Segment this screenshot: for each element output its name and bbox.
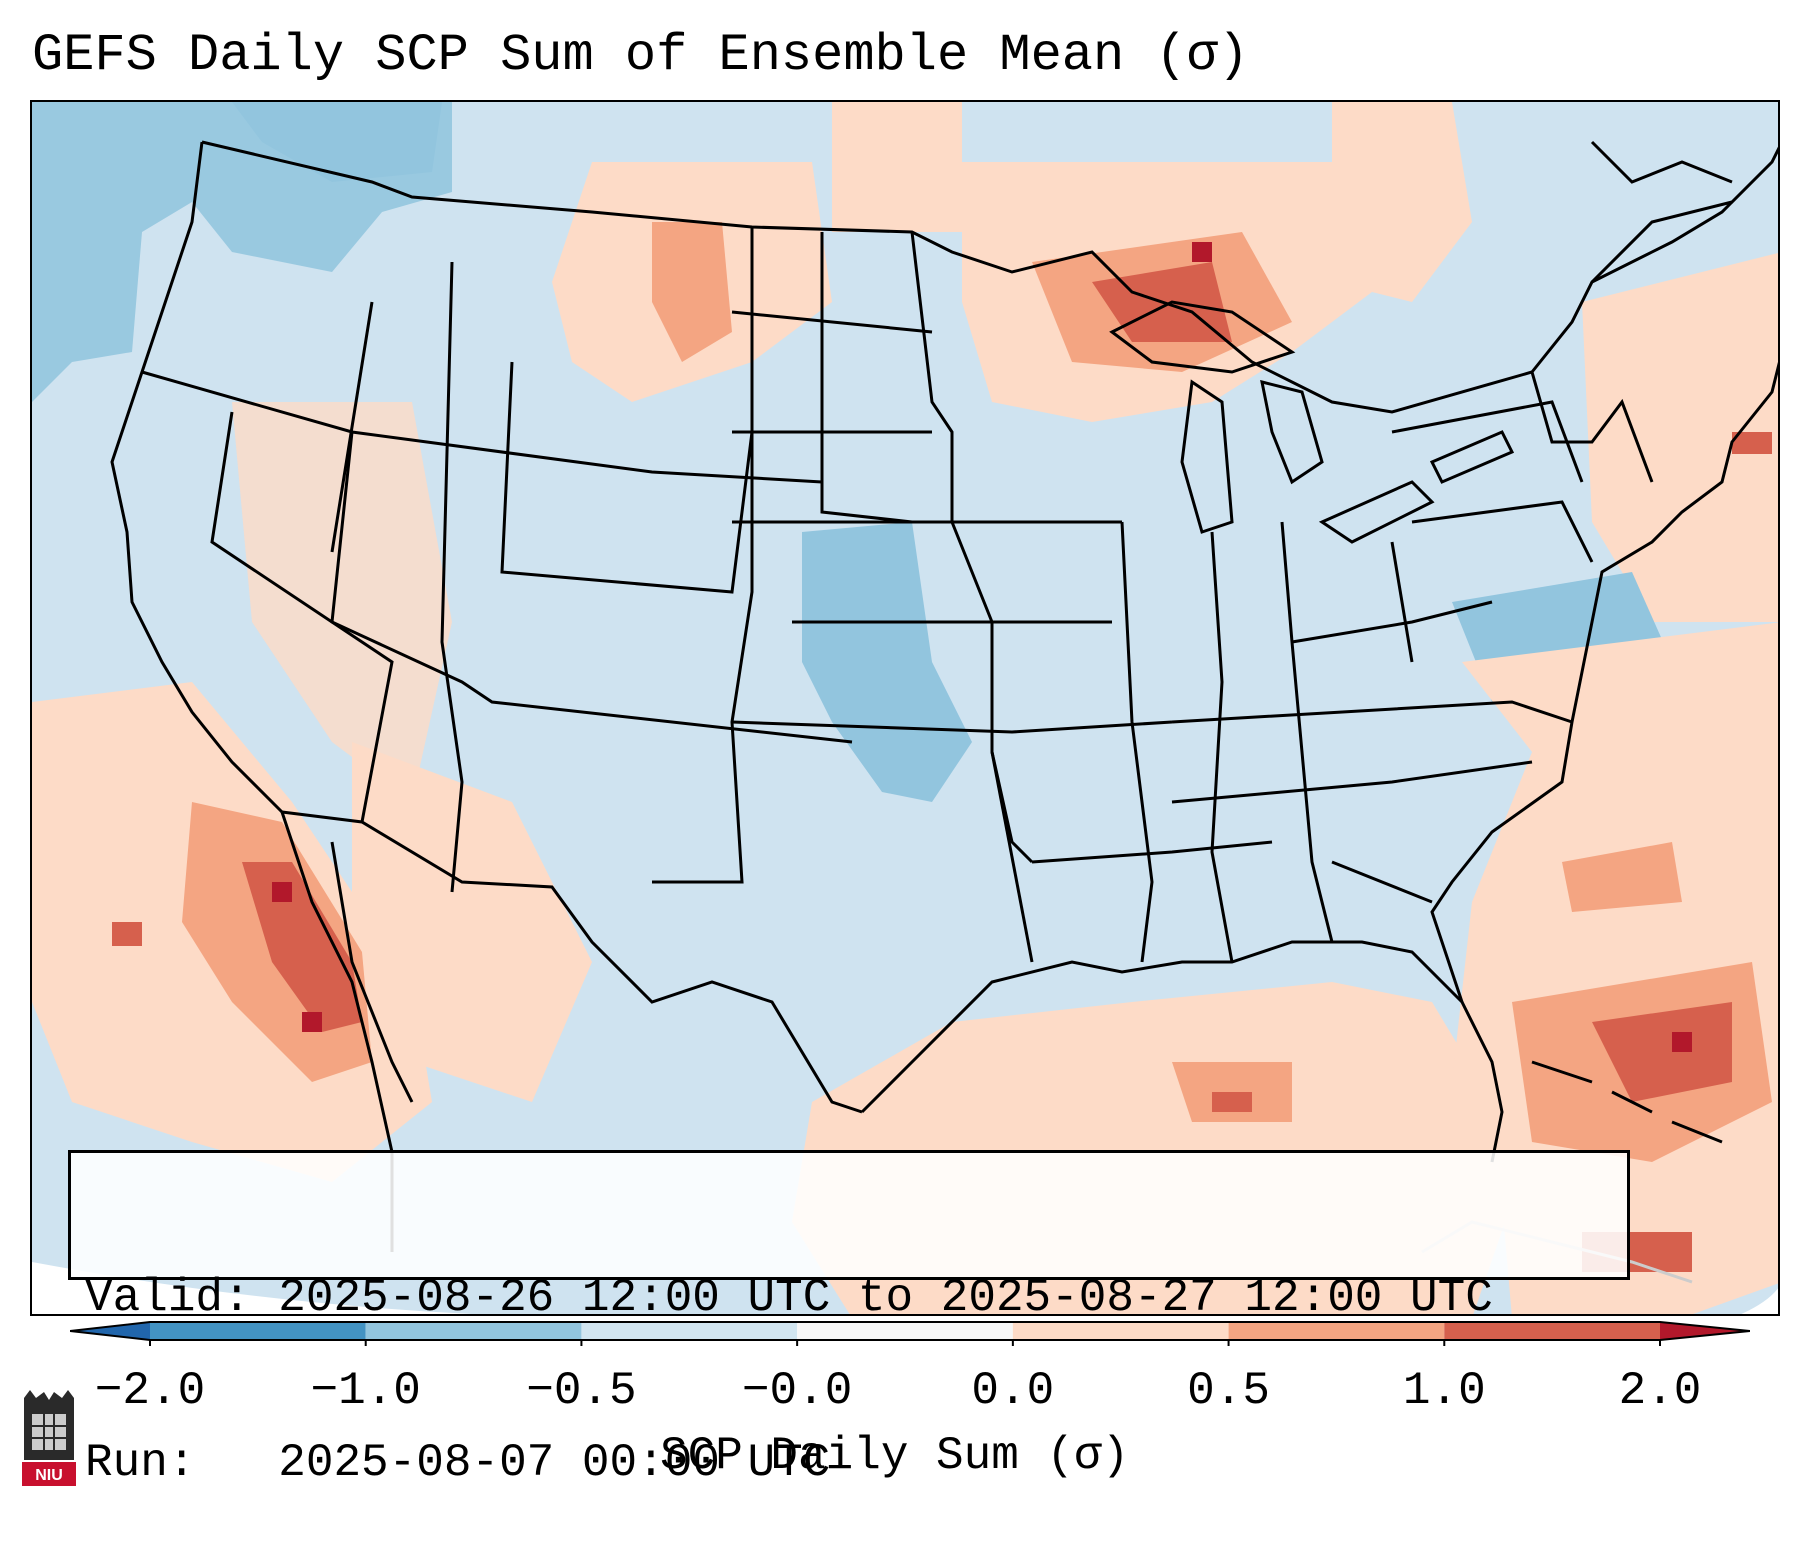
- colorbar-extend-high: [1660, 1322, 1750, 1340]
- colorbar-bin: [365, 1322, 582, 1340]
- map-canvas: [32, 102, 1778, 1314]
- colorbar: [70, 1321, 1750, 1346]
- colorbar-tick-label: −1.0: [310, 1365, 421, 1417]
- colorbar-tick-label: −0.5: [526, 1365, 637, 1417]
- colorbar-bin: [581, 1322, 798, 1340]
- colorbar-label: SCP Daily Sum (σ): [660, 1430, 1130, 1482]
- colorbar-bin: [1444, 1322, 1660, 1340]
- colorbar-tick-label: 0.0: [971, 1365, 1055, 1417]
- niu-logo: NIU: [22, 1390, 76, 1486]
- anomaly-field: [32, 102, 1778, 1314]
- map-panel: [30, 100, 1780, 1316]
- logo-text: NIU: [35, 1467, 63, 1484]
- colorbar-tick-label: 0.5: [1187, 1365, 1270, 1417]
- colorbar-bin: [1012, 1322, 1229, 1340]
- colorbar-bin: [150, 1322, 366, 1340]
- boundaries: [110, 140, 1778, 1284]
- colorbar-tick-label: 1.0: [1402, 1365, 1486, 1417]
- colorbar-tick-label: 2.0: [1618, 1365, 1702, 1417]
- colorbar-bin: [1228, 1322, 1445, 1340]
- projection-edge: [32, 1262, 473, 1314]
- valid-time-line: Valid: 2025-08-26 12:00 UTC to 2025-08-2…: [85, 1272, 1493, 1324]
- colorbar-bin: [797, 1322, 1013, 1340]
- colorbar-extend-low: [70, 1322, 150, 1340]
- valid-time-box: Valid: 2025-08-26 12:00 UTC to 2025-08-2…: [68, 1150, 1630, 1489]
- chart-title: GEFS Daily SCP Sum of Ensemble Mean (σ): [32, 26, 1249, 85]
- colorbar-tick-label: −2.0: [94, 1365, 206, 1417]
- colorbar-tick-label: −0.0: [741, 1365, 853, 1417]
- run-time-line: Run: 2025-08-07 00:00 UTC: [85, 1437, 831, 1489]
